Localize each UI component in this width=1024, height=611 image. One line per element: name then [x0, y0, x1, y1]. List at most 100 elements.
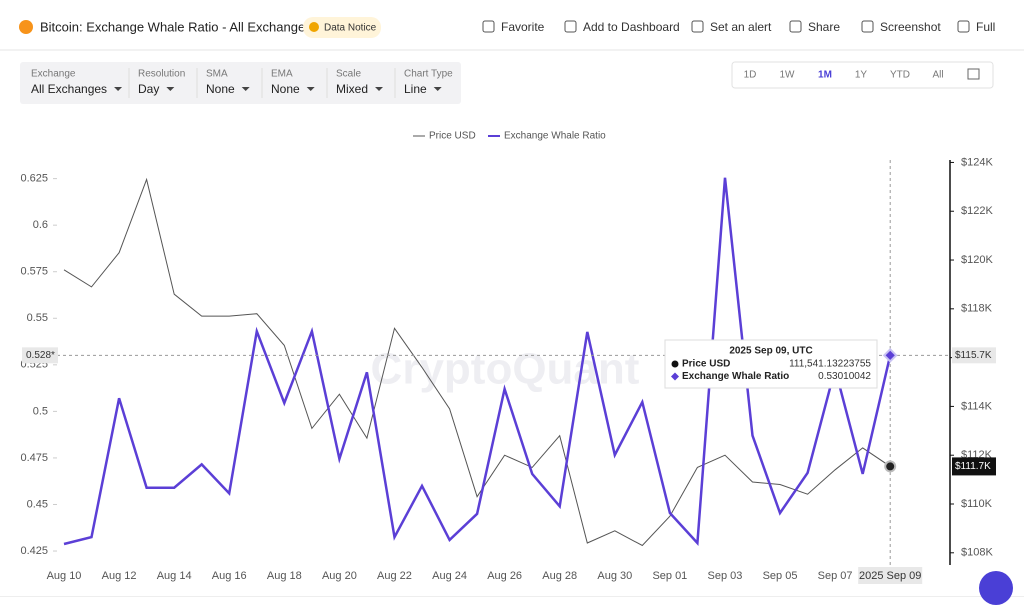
tooltip-value: 111,541.13223755: [789, 359, 871, 370]
x-tick-label: Aug 28: [542, 570, 577, 582]
y-tick-label: 0.625: [20, 173, 48, 185]
x-tick-label: Sep 03: [708, 570, 743, 582]
range-button[interactable]: All: [932, 70, 943, 81]
dropdown-caret: [306, 87, 315, 91]
x-tick-label: Aug 16: [212, 570, 247, 582]
y-tick-label: 0.55: [27, 312, 48, 324]
x-tick-label: Aug 20: [322, 570, 357, 582]
crosshair-x-label-bg: [858, 567, 923, 584]
control-label: Exchange: [31, 69, 76, 80]
crosshair-y-label-bg: [22, 347, 58, 364]
tooltip-icon: [671, 372, 679, 381]
action-icon[interactable]: [691, 20, 704, 33]
tooltip-icon: [671, 360, 679, 368]
control-label: Scale: [336, 69, 361, 80]
control-value[interactable]: All Exchanges: [31, 82, 107, 96]
notice-badge[interactable]: [303, 17, 381, 38]
series-line: [63, 177, 891, 547]
notice-text[interactable]: Data Notice: [324, 23, 377, 34]
crosshair-y2-label: $115.7K: [955, 350, 992, 361]
x-tick-label: Aug 12: [102, 570, 137, 582]
y2-tick-label: $110K: [961, 498, 993, 510]
dropdown-caret: [241, 87, 250, 91]
y2-tick-label: $118K: [961, 303, 993, 315]
whale-point: [882, 347, 898, 363]
footer-border: [0, 596, 1024, 597]
crosshair-y-label: 0.528*: [26, 350, 55, 361]
control-value[interactable]: None: [206, 82, 235, 96]
action-button[interactable]: Share: [808, 20, 840, 34]
action-icon[interactable]: [482, 20, 495, 33]
action-button[interactable]: Favorite: [501, 20, 545, 34]
y-tick-label: 0.475: [20, 452, 48, 464]
y2-tick-label: $114K: [961, 400, 993, 412]
chat-button[interactable]: [979, 571, 1013, 605]
x-tick-label: Aug 22: [377, 570, 412, 582]
x-tick-label: Aug 30: [597, 570, 632, 582]
btc-icon: [19, 20, 33, 34]
y-tick-label: 0.575: [20, 266, 48, 278]
action-icon[interactable]: [957, 20, 970, 33]
x-tick-label: Sep 07: [818, 570, 853, 582]
action-icon[interactable]: [861, 20, 874, 33]
dropdown-caret: [375, 87, 384, 91]
dropdown-caret: [114, 87, 123, 91]
x-tick-label: Aug 26: [487, 570, 522, 582]
legend-label[interactable]: Exchange Whale Ratio: [504, 131, 606, 142]
action-icon[interactable]: [789, 20, 802, 33]
last-price-label: $111.7K: [955, 461, 991, 472]
action-button[interactable]: Set an alert: [710, 20, 772, 34]
y2-tick-label: $122K: [961, 205, 993, 217]
control-value[interactable]: Day: [138, 82, 159, 96]
tooltip-box: [664, 339, 878, 389]
y-tick-label: 0.425: [20, 545, 48, 557]
y-tick-label: 0.6: [33, 219, 48, 231]
page-title: Bitcoin: Exchange Whale Ratio - All Exch…: [40, 19, 312, 34]
x-tick-label: Sep 05: [763, 570, 798, 582]
action-button[interactable]: Full: [976, 20, 995, 34]
x-tick-label: Aug 10: [47, 570, 82, 582]
control-value[interactable]: Mixed: [336, 82, 368, 96]
y2-tick-label: $108K: [961, 547, 993, 559]
y2-tick-label: $120K: [961, 254, 993, 266]
notice-icon: [309, 22, 319, 32]
action-icon[interactable]: [564, 20, 577, 33]
range-button[interactable]: 1Y: [855, 70, 868, 81]
control-label: Resolution: [138, 69, 185, 80]
tooltip-value: 0.53010042: [818, 371, 871, 382]
control-label: Chart Type: [404, 69, 453, 80]
header: [0, 0, 1024, 50]
controls-box: [20, 62, 461, 104]
range-box: [731, 61, 994, 89]
x-tick-label: Aug 14: [157, 570, 192, 582]
tooltip-name: Exchange Whale Ratio: [682, 371, 789, 382]
range-button[interactable]: YTD: [890, 70, 910, 81]
x-tick-label: Aug 18: [267, 570, 302, 582]
x-tick-label: 2025 Sep 09: [859, 570, 921, 582]
control-value[interactable]: Line: [404, 82, 427, 96]
tooltip-name: Price USD: [682, 359, 730, 370]
control-label: SMA: [206, 69, 228, 80]
range-button[interactable]: 1W: [780, 70, 796, 81]
calendar-icon[interactable]: [967, 68, 980, 80]
x-tick-label: Aug 24: [432, 570, 467, 582]
last-price-label-bg: [952, 457, 996, 476]
control-value[interactable]: None: [271, 82, 300, 96]
crosshair-y2-label-bg: [952, 347, 996, 364]
y2-tick-label: $124K: [961, 156, 993, 168]
range-button[interactable]: 1M: [818, 70, 832, 81]
y-tick-label: 0.5: [33, 405, 48, 417]
series-line: [63, 177, 892, 546]
dropdown-caret: [166, 87, 175, 91]
control-label: EMA: [271, 69, 293, 80]
legend-label[interactable]: Price USD: [429, 131, 476, 142]
action-button[interactable]: Add to Dashboard: [583, 20, 680, 34]
y-tick-label: 0.45: [27, 498, 48, 510]
range-button[interactable]: 1D: [744, 70, 757, 81]
x-tick-label: Sep 01: [652, 570, 687, 582]
dropdown-caret: [433, 87, 442, 91]
tooltip-date: 2025 Sep 09, UTC: [729, 346, 812, 357]
action-button[interactable]: Screenshot: [880, 20, 941, 34]
price-point: [884, 460, 897, 473]
